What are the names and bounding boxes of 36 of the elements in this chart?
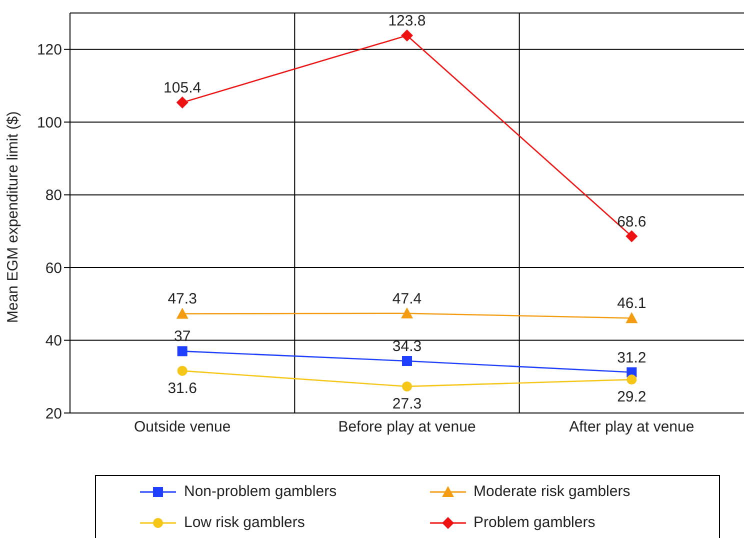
data-label: 47.4 (392, 290, 422, 308)
point (177, 366, 188, 376)
data-label: 31.6 (168, 380, 197, 397)
point (176, 308, 188, 319)
data-label: 46.1 (617, 295, 646, 312)
data-label: 123.8 (388, 12, 426, 30)
point (177, 346, 188, 356)
point (626, 312, 638, 324)
y-tick-label: 40 (45, 332, 62, 350)
point (626, 374, 637, 385)
data-label: 68.6 (617, 213, 646, 230)
y-tick-label: 100 (36, 114, 62, 132)
y-tick-label: 120 (36, 42, 62, 59)
point (401, 307, 413, 318)
data-label: 34.3 (392, 338, 422, 355)
legend-label: Non-problem gamblers (184, 483, 337, 500)
point (401, 30, 413, 42)
legend-label: Low risk gamblers (184, 514, 305, 531)
y-tick-label: 20 (45, 405, 62, 422)
data-label: 105.4 (164, 79, 202, 96)
data-label: 27.3 (392, 395, 422, 412)
y-axis-title: Mean EGM expenditure limit ($) (4, 111, 22, 323)
data-label: 47.3 (168, 290, 197, 308)
y-tick-label: 80 (45, 187, 62, 204)
point (176, 96, 188, 108)
point (402, 356, 412, 366)
point (402, 381, 412, 392)
data-label: 31.2 (617, 349, 646, 366)
legend-label: Problem gamblers (474, 514, 596, 531)
point (626, 230, 638, 242)
legend-label: Moderate risk gamblers (474, 483, 630, 500)
y-tick-label: 60 (45, 260, 62, 277)
x-tick-label: Before play at venue (338, 418, 476, 436)
x-tick-label: Outside venue (134, 418, 231, 436)
data-label: 29.2 (617, 388, 646, 406)
x-tick-label: After play at venue (569, 418, 694, 436)
